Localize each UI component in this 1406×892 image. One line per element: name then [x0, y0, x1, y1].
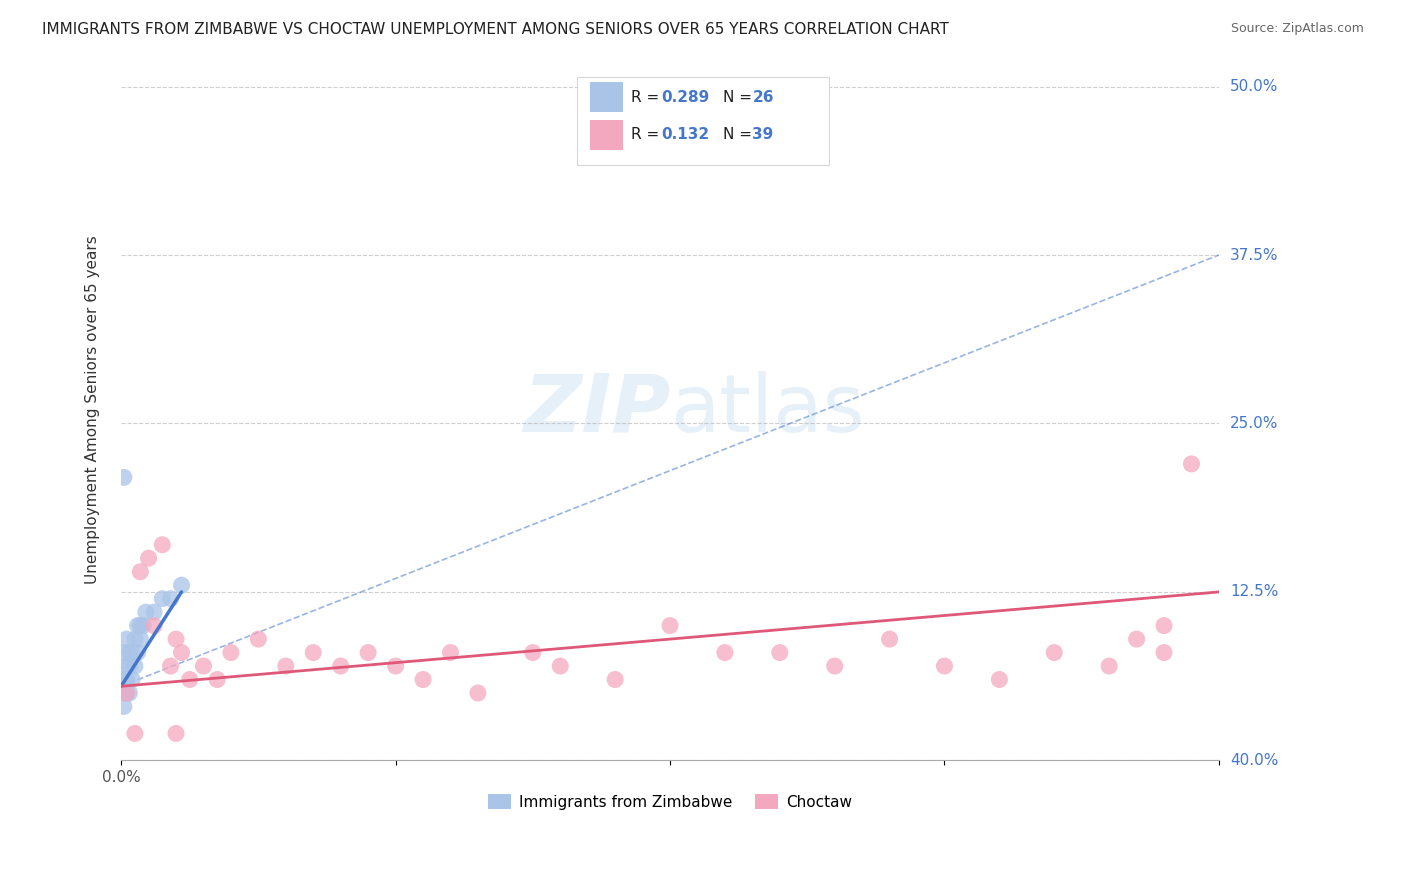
Text: atlas: atlas — [671, 371, 865, 449]
Point — [118, 659, 141, 673]
Point — [124, 632, 146, 646]
Point — [1180, 457, 1202, 471]
Point — [143, 605, 166, 619]
Point — [934, 659, 956, 673]
Point — [302, 646, 325, 660]
Point — [988, 673, 1011, 687]
Y-axis label: Unemployment Among Seniors over 65 years: Unemployment Among Seniors over 65 years — [86, 235, 100, 584]
Text: 50.0%: 50.0% — [1230, 79, 1278, 94]
Point — [150, 591, 173, 606]
Point — [714, 646, 737, 660]
Point — [384, 659, 406, 673]
Point — [159, 659, 181, 673]
Text: 39: 39 — [752, 128, 773, 143]
Text: 37.5%: 37.5% — [1230, 247, 1278, 262]
Point — [138, 551, 160, 566]
Point — [112, 673, 135, 687]
Text: 40.0%: 40.0% — [1230, 753, 1278, 768]
Point — [412, 673, 434, 687]
Point — [219, 646, 242, 660]
Text: 0.289: 0.289 — [661, 89, 710, 104]
Point — [135, 605, 157, 619]
Point — [247, 632, 270, 646]
Point — [357, 646, 380, 660]
Text: Source: ZipAtlas.com: Source: ZipAtlas.com — [1230, 22, 1364, 36]
Text: 26: 26 — [752, 89, 773, 104]
Point — [150, 538, 173, 552]
Point — [112, 646, 135, 660]
Point — [112, 699, 135, 714]
Point — [329, 659, 352, 673]
Point — [522, 646, 544, 660]
Point — [274, 659, 297, 673]
Point — [118, 646, 141, 660]
Point — [548, 659, 571, 673]
FancyBboxPatch shape — [591, 82, 623, 112]
Point — [115, 659, 138, 673]
Point — [129, 618, 152, 632]
Point — [824, 659, 846, 673]
Point — [129, 565, 152, 579]
Point — [115, 686, 138, 700]
Point — [121, 673, 143, 687]
Point — [115, 673, 138, 687]
Text: 12.5%: 12.5% — [1230, 584, 1278, 599]
Legend: Immigrants from Zimbabwe, Choctaw: Immigrants from Zimbabwe, Choctaw — [482, 788, 858, 816]
Point — [121, 646, 143, 660]
Point — [115, 632, 138, 646]
Text: IMMIGRANTS FROM ZIMBABWE VS CHOCTAW UNEMPLOYMENT AMONG SENIORS OVER 65 YEARS COR: IMMIGRANTS FROM ZIMBABWE VS CHOCTAW UNEM… — [42, 22, 949, 37]
Text: R =: R = — [630, 128, 659, 143]
Text: 25.0%: 25.0% — [1230, 416, 1278, 431]
Point — [1153, 618, 1175, 632]
Point — [115, 686, 138, 700]
Point — [112, 470, 135, 484]
FancyBboxPatch shape — [591, 120, 623, 150]
Point — [124, 726, 146, 740]
Point — [129, 632, 152, 646]
Point — [769, 646, 792, 660]
Point — [170, 578, 193, 592]
Text: ZIP: ZIP — [523, 371, 671, 449]
Text: 0.132: 0.132 — [661, 128, 710, 143]
Point — [605, 673, 627, 687]
Point — [124, 659, 146, 673]
Point — [132, 618, 155, 632]
Point — [879, 632, 901, 646]
Point — [127, 646, 149, 660]
Point — [127, 618, 149, 632]
Point — [143, 618, 166, 632]
Point — [1125, 632, 1147, 646]
Point — [205, 673, 228, 687]
Point — [165, 632, 187, 646]
Point — [112, 686, 135, 700]
Text: R =: R = — [630, 89, 659, 104]
Point — [159, 591, 181, 606]
FancyBboxPatch shape — [576, 77, 830, 165]
Point — [1153, 646, 1175, 660]
Point — [439, 646, 461, 660]
Point — [1043, 646, 1066, 660]
Point — [467, 686, 489, 700]
Text: N =: N = — [723, 128, 752, 143]
Point — [179, 673, 201, 687]
Point — [659, 618, 682, 632]
Point — [170, 646, 193, 660]
Point — [118, 686, 141, 700]
Point — [1098, 659, 1121, 673]
Point — [193, 659, 215, 673]
Text: N =: N = — [723, 89, 752, 104]
Point — [165, 726, 187, 740]
